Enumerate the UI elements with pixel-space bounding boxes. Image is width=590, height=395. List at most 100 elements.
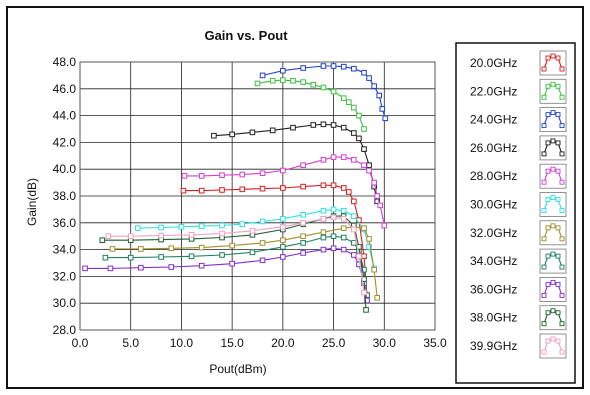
legend-swatch-marker bbox=[541, 179, 547, 185]
data-point bbox=[351, 198, 357, 205]
legend-swatch-marker bbox=[545, 83, 551, 89]
legend-swatch-marker bbox=[550, 336, 556, 342]
data-point bbox=[320, 121, 327, 128]
data-point bbox=[340, 63, 347, 70]
series-30.0GHz bbox=[135, 206, 377, 272]
data-point bbox=[280, 215, 286, 222]
legend-label: 28.0GHz bbox=[470, 169, 517, 183]
legend: 20.0GHz 22.0GHz 24.0GHz 26.0GHz 28.0GHz 30.0G… bbox=[455, 42, 576, 384]
legend-swatch-marker bbox=[555, 281, 561, 287]
data-point bbox=[198, 244, 205, 251]
data-point bbox=[345, 99, 352, 106]
legend-swatch-marker bbox=[541, 208, 547, 213]
legend-label: 39.9GHz bbox=[470, 339, 517, 353]
data-point bbox=[280, 254, 286, 260]
data-point bbox=[229, 260, 235, 267]
legend-swatch-marker bbox=[559, 123, 565, 129]
series-24.0GHz bbox=[259, 63, 389, 122]
data-point bbox=[269, 77, 276, 84]
data-point bbox=[107, 265, 114, 272]
data-point bbox=[269, 127, 276, 134]
legend-swatch-marker bbox=[559, 321, 565, 327]
legend-swatch-marker bbox=[555, 338, 561, 344]
data-point bbox=[310, 81, 317, 88]
data-point bbox=[351, 252, 357, 258]
data-point bbox=[198, 262, 205, 269]
data-point bbox=[374, 295, 380, 301]
legend-swatch-marker bbox=[550, 110, 556, 116]
data-point bbox=[351, 157, 357, 163]
legend-label: 36.0GHz bbox=[470, 282, 517, 296]
data-point bbox=[102, 254, 109, 261]
legend-label: 34.0GHz bbox=[470, 254, 517, 268]
legend-swatch-marker bbox=[555, 140, 561, 146]
legend-swatch-marker bbox=[559, 151, 565, 157]
legend-swatch-marker bbox=[545, 253, 551, 259]
data-point bbox=[158, 232, 164, 239]
data-point bbox=[320, 229, 327, 235]
data-point bbox=[229, 242, 235, 249]
data-point bbox=[371, 266, 377, 273]
data-point bbox=[105, 233, 112, 239]
data-point bbox=[219, 230, 225, 237]
series-line bbox=[108, 216, 365, 293]
series-line bbox=[137, 208, 375, 269]
legend-swatch-marker bbox=[559, 264, 565, 270]
x-tick-label: 20.0 bbox=[271, 336, 295, 350]
legend-swatch-marker bbox=[559, 179, 565, 185]
y-tick-label: 32.0 bbox=[53, 269, 77, 283]
x-tick-label: 35.0 bbox=[423, 336, 447, 350]
data-point bbox=[280, 237, 286, 244]
data-point bbox=[219, 187, 225, 193]
data-point bbox=[259, 240, 266, 246]
data-point bbox=[340, 246, 347, 253]
legend-swatch-marker bbox=[555, 310, 561, 316]
legend-swatch-marker bbox=[545, 168, 551, 174]
legend-swatch-marker bbox=[555, 83, 561, 89]
legend-swatch-marker bbox=[541, 94, 547, 100]
legend-swatch-marker bbox=[545, 112, 551, 118]
legend-swatch-marker bbox=[559, 66, 565, 72]
data-point bbox=[351, 213, 357, 219]
data-point bbox=[198, 223, 205, 229]
data-point bbox=[188, 232, 195, 238]
data-point bbox=[198, 187, 205, 194]
x-tick-label: 15.0 bbox=[220, 336, 244, 350]
data-point bbox=[158, 254, 164, 260]
data-point bbox=[300, 220, 306, 226]
data-point bbox=[300, 233, 306, 239]
legend-swatch-marker bbox=[555, 225, 561, 231]
data-point bbox=[356, 253, 362, 260]
y-tick-label: 38.0 bbox=[53, 189, 77, 203]
legend-swatch-marker bbox=[559, 292, 565, 298]
data-point bbox=[340, 154, 347, 160]
data-point bbox=[340, 225, 347, 231]
data-point bbox=[259, 170, 266, 177]
legend-label: 38.0GHz bbox=[470, 311, 517, 325]
data-point bbox=[181, 173, 188, 179]
data-point bbox=[219, 252, 225, 258]
data-point bbox=[351, 226, 357, 233]
data-point bbox=[366, 162, 372, 168]
x-tick-label: 5.0 bbox=[122, 336, 139, 350]
data-point bbox=[300, 65, 306, 71]
legend-swatch-marker bbox=[550, 223, 556, 229]
legend-swatch-marker bbox=[555, 197, 561, 202]
legend-label: 24.0GHz bbox=[470, 113, 517, 127]
data-point bbox=[366, 244, 372, 250]
legend-swatch-marker bbox=[550, 81, 556, 87]
data-point bbox=[300, 162, 306, 168]
data-point bbox=[158, 224, 164, 231]
legend-label: 20.0GHz bbox=[470, 56, 517, 70]
data-point bbox=[330, 233, 337, 239]
legend-swatch-marker bbox=[559, 94, 565, 100]
data-point bbox=[109, 246, 116, 252]
y-tick-label: 34.0 bbox=[53, 243, 77, 257]
legend-swatch-marker bbox=[550, 308, 556, 314]
legend-swatch-marker bbox=[545, 281, 551, 287]
data-point bbox=[127, 254, 134, 261]
data-point bbox=[379, 106, 386, 112]
data-point bbox=[330, 214, 337, 221]
legend-swatch-marker bbox=[550, 195, 556, 200]
legend-swatch-marker bbox=[550, 138, 556, 144]
